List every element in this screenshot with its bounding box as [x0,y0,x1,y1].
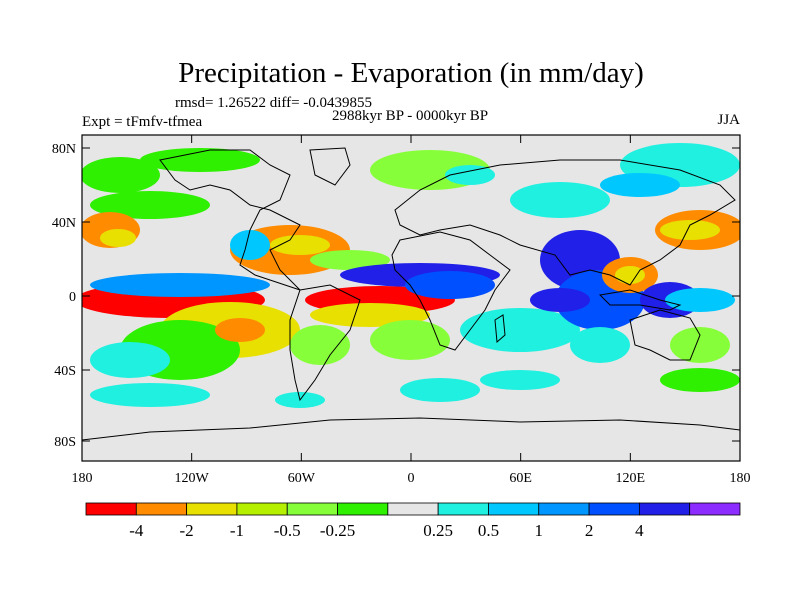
lat-label: 40S [54,364,76,379]
experiment-label: Expt = tFmfv-tfmea [82,114,202,130]
field-blob [90,273,270,297]
longitude-labels: 180 120W 60W 0 60E 120E 180 [72,471,751,486]
lon-label: 180 [72,471,93,486]
colorbar-swatch [689,502,741,516]
field-blob [510,182,610,218]
lat-label: 40N [52,216,76,231]
map-ticks [81,135,741,461]
colorbar-swatch [236,502,288,516]
colorbar [85,502,741,516]
colorbar-label: 0.5 [478,521,499,540]
colorbar-label: -0.25 [320,521,355,540]
field-blob [615,266,645,284]
colorbar-label: -4 [129,521,144,540]
colorbar-labels: -4 -2 -1 -0.5 -0.25 0.25 0.5 1 2 4 [129,521,644,540]
season-label: JJA [717,112,740,128]
colorbar-label: 0.25 [423,521,453,540]
field-blob [140,148,260,172]
colorbar-label: -1 [230,521,244,540]
colorbar-swatch [186,502,238,516]
field-blob [230,230,270,260]
field-blob [660,368,740,392]
colorbar-swatch [588,502,640,516]
field-blob [670,327,730,363]
field-blob [215,318,265,342]
field-blob [90,383,210,407]
colorbar-label: 4 [635,521,644,540]
lon-label: 60W [288,471,316,486]
field-blob [90,191,210,219]
lon-label: 120W [175,471,210,486]
coast-greenland [309,147,351,186]
coast-south-america [289,284,361,402]
lon-label: 180 [730,471,751,486]
map-panel: 80N 40N 0 40S 80S 180 120W 60W 0 60E 120E 180 [52,134,751,486]
figure-title: Precipitation - Evaporation (in mm/day) [178,57,644,89]
field-blob [82,157,160,193]
pe-anomaly-field [82,143,740,408]
field-blob [290,325,350,365]
lat-label: 80N [52,142,76,157]
coast-antarctica [82,417,740,441]
colorbar-label: 1 [535,521,544,540]
coast-north-america [159,149,301,291]
field-blob [445,165,495,185]
colorbar-swatch [437,502,489,516]
field-blob [460,308,580,352]
colorbar-swatch [387,502,439,516]
colorbar-swatch [538,502,590,516]
colorbar-swatch [286,502,338,516]
lat-label: 0 [69,290,76,305]
latitude-labels: 80N 40N 0 40S 80S [52,142,76,450]
coast-africa [391,231,511,351]
coast-indonesia [598,289,682,311]
colorbar-swatch [638,502,691,516]
colorbar-swatch [488,502,540,516]
lat-label: 80S [54,435,76,450]
field-blob [405,271,495,299]
field-blob [370,320,450,360]
lon-label: 60E [509,471,532,486]
field-blob [270,235,330,255]
field-blob [400,378,480,402]
coastlines [82,147,740,441]
field-blob [665,288,735,312]
colorbar-label: 2 [585,521,594,540]
lon-label: 0 [408,471,415,486]
field-blob [570,327,630,363]
lon-label: 120E [616,471,646,486]
stats-label: rmsd= 1.26522 diff= -0.0439855 [175,95,372,111]
coast-madagascar [494,314,506,344]
field-blob [90,342,170,378]
colorbar-swatch [135,502,188,516]
field-blob [660,220,720,240]
field-blob [530,288,590,312]
colorbar-swatch [85,502,137,516]
field-blob [100,229,136,247]
field-blob [480,370,560,390]
field-blob [600,173,680,197]
coast-australia [629,309,701,361]
field-blob [310,250,390,270]
colorbar-label: -2 [180,521,194,540]
colorbar-swatch [337,502,389,516]
period-label: 2988kyr BP - 0000kyr BP [332,108,488,124]
colorbar-label: -0.5 [274,521,301,540]
coast-eurasia [394,159,736,286]
